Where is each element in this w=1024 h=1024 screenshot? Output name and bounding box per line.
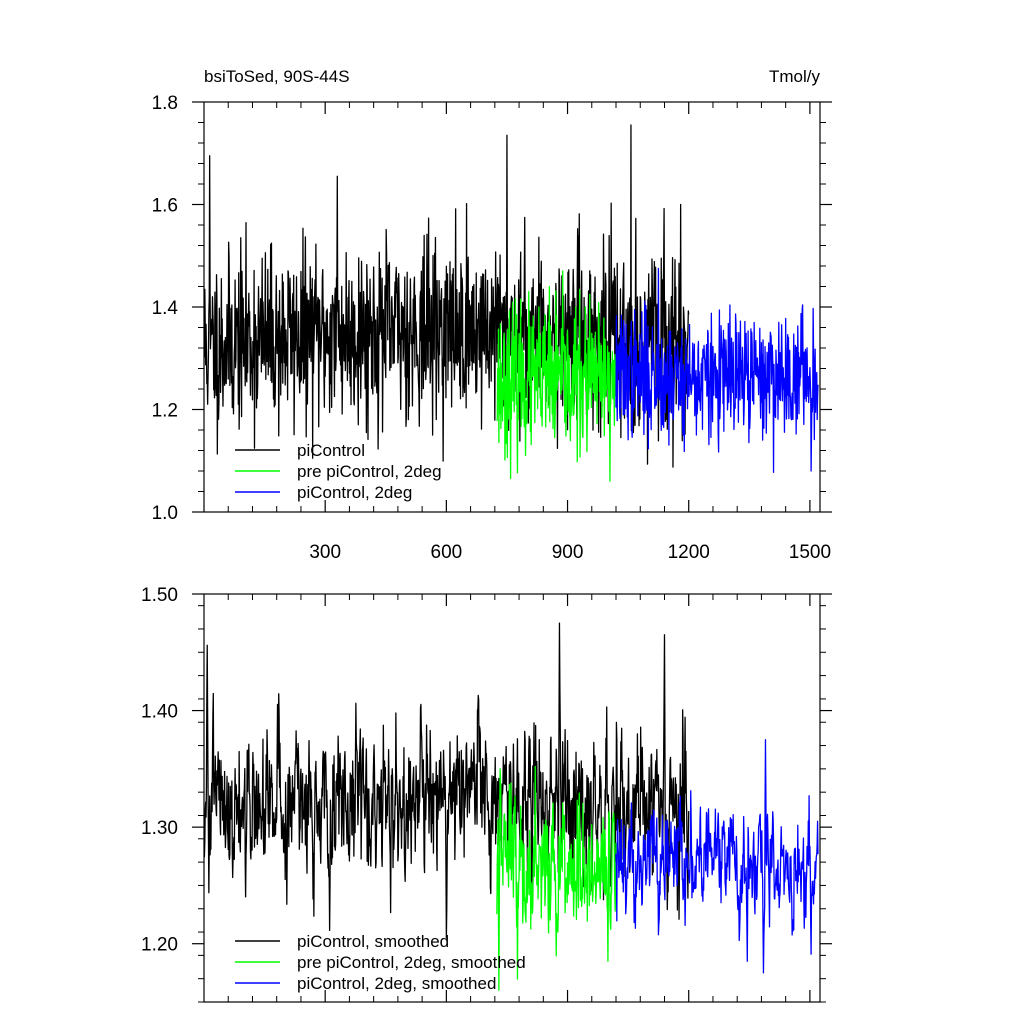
y-tick-label: 1.30 (141, 818, 178, 839)
y-tick-label: 1.6 (152, 196, 178, 217)
legend-label: piControl (297, 441, 365, 460)
x-tick-label: 1200 (668, 542, 710, 563)
x-tick-label: 300 (309, 542, 341, 563)
y-tick-label: 1.50 (141, 585, 178, 606)
legend-label: pre piControl, 2deg, smoothed (297, 953, 526, 972)
legend-label: piControl, 2deg, smoothed (297, 974, 496, 993)
y-tick-label: 1.40 (141, 702, 178, 723)
plot-frame (203, 593, 821, 1003)
series-line-2 (496, 270, 617, 482)
series-line-2 (496, 765, 617, 991)
y-tick-label: 1.0 (152, 503, 178, 524)
y-tick-label: 1.2 (152, 401, 178, 422)
y-tick-label: 1.20 (141, 935, 178, 956)
x-tick-label: 900 (552, 542, 584, 563)
series-line-1 (204, 622, 690, 939)
y-tick-label: 1.8 (152, 93, 178, 114)
legend-label: piControl, 2deg (297, 483, 412, 502)
chart-panel-top: bsiToSed, 90S-44S Tmol/y 300 600 900 1200 15… (152, 67, 832, 563)
chart-title: bsiToSed, 90S-44S (204, 67, 350, 86)
y-tick-label: 1.4 (152, 298, 179, 319)
series-line-3 (615, 267, 819, 473)
x-tick-label: 1500 (789, 542, 831, 563)
legend-label: pre piControl, 2deg (297, 462, 442, 481)
chart-panel-bottom: 1.20 1.30 1.40 1.50 piControl, smoothed pre p… (141, 585, 832, 1003)
legend-label: piControl, smoothed (297, 932, 449, 951)
x-tick-label: 600 (431, 542, 463, 563)
series-group (204, 622, 819, 991)
series-group (204, 124, 819, 482)
series-line-3 (615, 739, 819, 974)
series-line-1 (204, 124, 690, 468)
chart-units-label: Tmol/y (769, 67, 821, 86)
